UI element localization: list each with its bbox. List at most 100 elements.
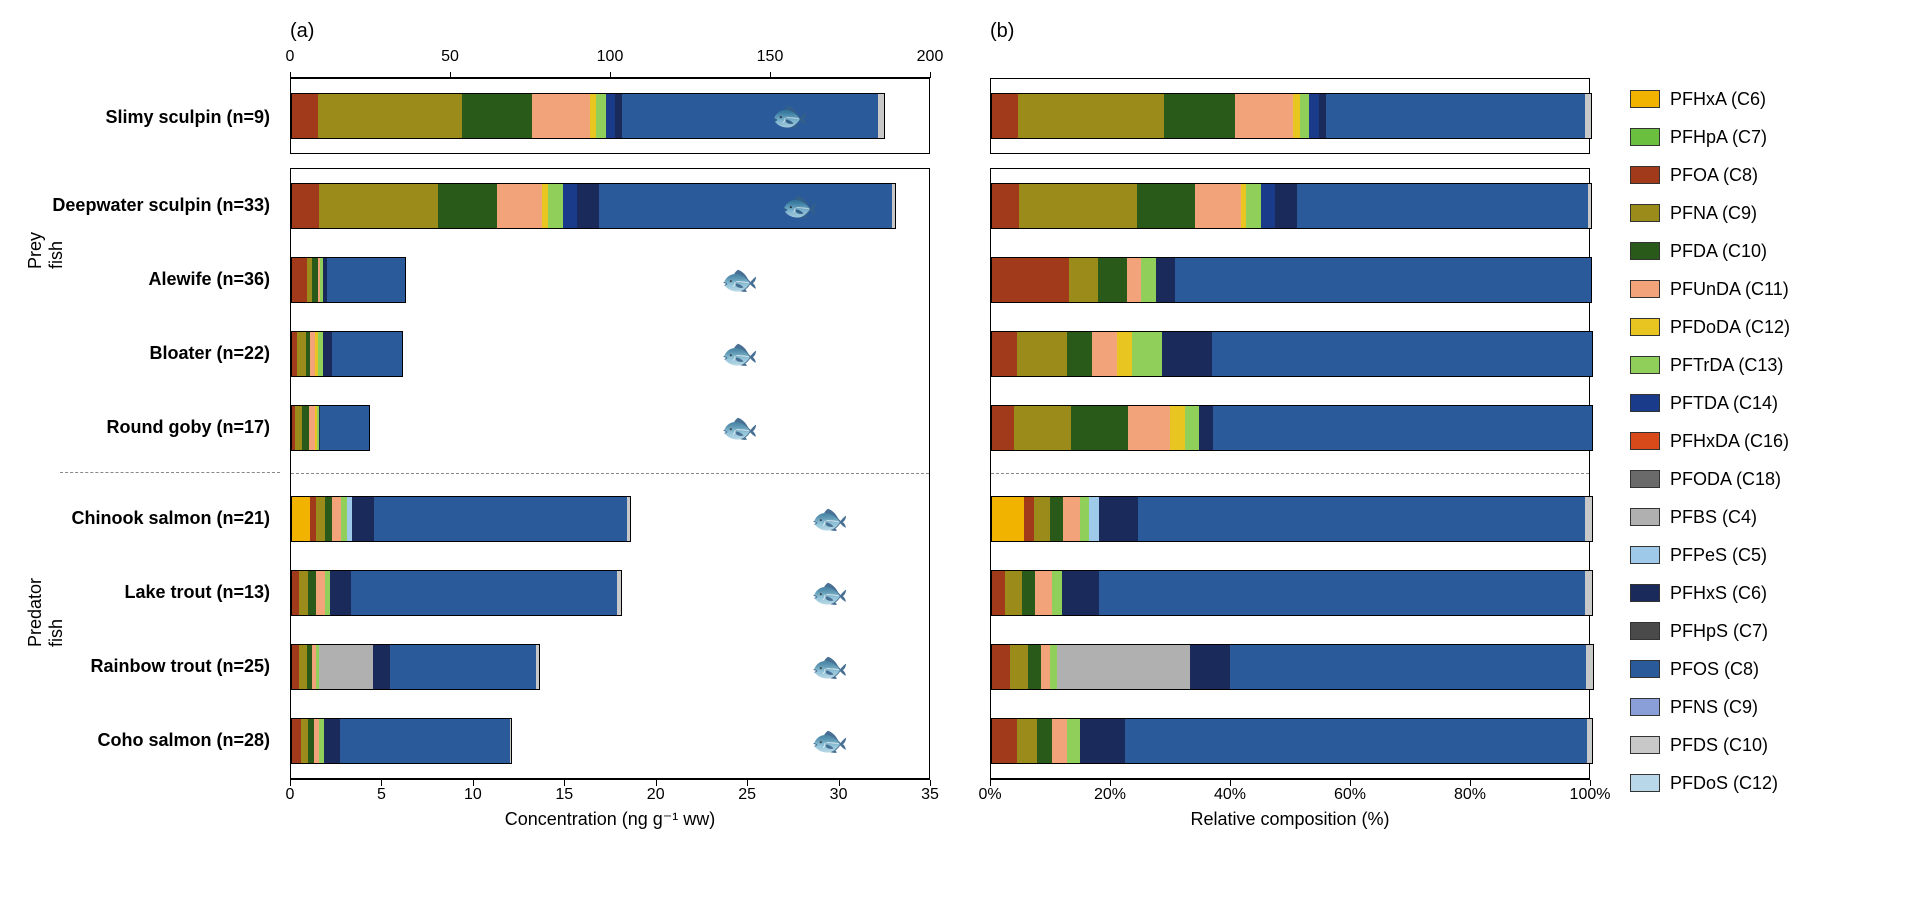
bar-segment-PFTrDA bbox=[1141, 258, 1155, 302]
legend: PFHxA (C6)PFHpA (C7)PFOA (C8)PFNA (C9)PF… bbox=[1630, 80, 1790, 802]
bar-segment-PFDA bbox=[1164, 94, 1235, 138]
legend-item-PFTrDA: PFTrDA (C13) bbox=[1630, 346, 1790, 384]
legend-swatch bbox=[1630, 394, 1660, 412]
bar-segment-PFNA bbox=[318, 94, 462, 138]
bar-segment-PFHxS bbox=[1199, 406, 1213, 450]
bar-segment-PFUnDA bbox=[316, 571, 325, 615]
y-group-prey: Prey fish bbox=[25, 232, 67, 269]
bar-segment-PFBS bbox=[1057, 645, 1190, 689]
legend-item-PFUnDA: PFUnDA (C11) bbox=[1630, 270, 1790, 308]
bar-segment-PFTrDA bbox=[1132, 332, 1162, 376]
axis-tick: 35 bbox=[921, 786, 939, 804]
bar-segment-PFOA bbox=[292, 258, 307, 302]
bar-segment-PFOS bbox=[332, 332, 401, 376]
species-label: Chinook salmon (n=21) bbox=[60, 481, 280, 555]
bar-segment-PFDA bbox=[1098, 258, 1127, 302]
bar-segment-PFHxS bbox=[1162, 332, 1212, 376]
bar-segment-PFNA bbox=[1017, 719, 1037, 763]
stacked-bar bbox=[291, 718, 512, 764]
legend-label: PFTDA (C14) bbox=[1670, 393, 1778, 414]
bar-segment-PFTDA bbox=[1309, 94, 1319, 138]
legend-item-PFODA: PFODA (C18) bbox=[1630, 460, 1790, 498]
bar-segment-PFOS bbox=[1125, 719, 1588, 763]
axis-tick: 5 bbox=[377, 786, 386, 804]
fish-icon: 🐟 bbox=[811, 576, 848, 611]
panel-a-xlabel: Concentration (ng g⁻¹ ww) bbox=[290, 809, 930, 830]
bar-segment-PFTDA bbox=[563, 184, 578, 228]
bar-segment-PFUnDA bbox=[1127, 258, 1141, 302]
legend-label: PFOA (C8) bbox=[1670, 165, 1758, 186]
bar-segment-PFTrDA bbox=[1050, 645, 1057, 689]
axis-tick: 20 bbox=[647, 786, 665, 804]
bar-segment-PFOS bbox=[622, 94, 878, 138]
legend-label: PFTrDA (C13) bbox=[1670, 355, 1783, 376]
legend-swatch bbox=[1630, 432, 1660, 450]
legend-swatch bbox=[1630, 698, 1660, 716]
bar-segment-PFOS bbox=[1099, 571, 1586, 615]
axis-tick: 25 bbox=[738, 786, 756, 804]
fish-icon: 🐟 bbox=[721, 411, 758, 446]
legend-swatch bbox=[1630, 660, 1660, 678]
bar-segment-PFOA bbox=[292, 719, 301, 763]
bar-segment-PFHxS bbox=[330, 571, 350, 615]
bar-segment-PFNA bbox=[316, 497, 325, 541]
legend-label: PFDoDA (C12) bbox=[1670, 317, 1790, 338]
stacked-bar bbox=[991, 93, 1592, 139]
stacked-bar bbox=[291, 496, 631, 542]
fish-icon: 🐟 bbox=[771, 99, 808, 134]
bar-segment-PFOS bbox=[1175, 258, 1591, 302]
legend-label: PFUnDA (C11) bbox=[1670, 279, 1789, 300]
legend-item-PFOS: PFOS (C8) bbox=[1630, 650, 1790, 688]
species-label: Lake trout (n=13) bbox=[60, 555, 280, 629]
bar-segment-PFNA bbox=[1014, 406, 1071, 450]
legend-label: PFDS (C10) bbox=[1670, 735, 1768, 756]
axis-tick: 20% bbox=[1094, 786, 1126, 804]
legend-swatch bbox=[1630, 736, 1660, 754]
bar-segment-PFDS bbox=[1586, 645, 1593, 689]
stacked-bar bbox=[991, 496, 1593, 542]
legend-swatch bbox=[1630, 356, 1660, 374]
bar-segment-PFOA bbox=[1024, 497, 1034, 541]
bar-segment-PFNA bbox=[1017, 332, 1067, 376]
legend-item-PFOA: PFOA (C8) bbox=[1630, 156, 1790, 194]
stacked-bar bbox=[291, 331, 403, 377]
bar-segment-PFHxS bbox=[352, 497, 374, 541]
legend-swatch bbox=[1630, 470, 1660, 488]
axis-tick: 40% bbox=[1214, 786, 1246, 804]
bar-segment-PFOS bbox=[340, 719, 509, 763]
bar-segment-PFNA bbox=[1034, 497, 1050, 541]
bar-segment-PFOA bbox=[992, 258, 1069, 302]
bar-segment-PFTDA bbox=[606, 94, 616, 138]
bar-segment-PFUnDA bbox=[1195, 184, 1241, 228]
axis-tick: 100 bbox=[597, 48, 624, 66]
panel-a-title: (a) bbox=[290, 20, 930, 44]
axis-tick: 50 bbox=[441, 48, 459, 66]
legend-label: PFHpA (C7) bbox=[1670, 127, 1767, 148]
legend-swatch bbox=[1630, 90, 1660, 108]
axis-tick: 30 bbox=[830, 786, 848, 804]
bar-segment-PFOS bbox=[390, 645, 536, 689]
bar-segment-PFHxS bbox=[373, 645, 389, 689]
axis-tick: 200 bbox=[917, 48, 944, 66]
legend-item-PFPeS: PFPeS (C5) bbox=[1630, 536, 1790, 574]
bar-segment-PFDA bbox=[1028, 645, 1041, 689]
axis-tick: 15 bbox=[555, 786, 573, 804]
stacked-bar bbox=[991, 644, 1594, 690]
bar-segment-PFTrDA bbox=[596, 94, 606, 138]
bar-segment-PFDoDA bbox=[1117, 332, 1132, 376]
bar-segment-PFUnDA bbox=[1035, 571, 1052, 615]
legend-label: PFHxDA (C16) bbox=[1670, 431, 1789, 452]
bar-segment-PFHxS bbox=[1275, 184, 1297, 228]
bar-segment-PFTrDA bbox=[1246, 184, 1260, 228]
panel-b-xlabel: Relative composition (%) bbox=[990, 809, 1590, 830]
species-label: Bloater (n=22) bbox=[60, 316, 280, 390]
axis-tick: 60% bbox=[1334, 786, 1366, 804]
bar-segment-PFOS bbox=[1212, 332, 1592, 376]
bar-segment-PFDA bbox=[1037, 719, 1052, 763]
species-label: Deepwater sculpin (n=33) bbox=[60, 168, 280, 242]
bar-segment-PFDS bbox=[892, 184, 896, 228]
legend-swatch bbox=[1630, 546, 1660, 564]
legend-label: PFDoS (C12) bbox=[1670, 773, 1778, 794]
legend-swatch bbox=[1630, 508, 1660, 526]
stacked-bar bbox=[291, 257, 406, 303]
